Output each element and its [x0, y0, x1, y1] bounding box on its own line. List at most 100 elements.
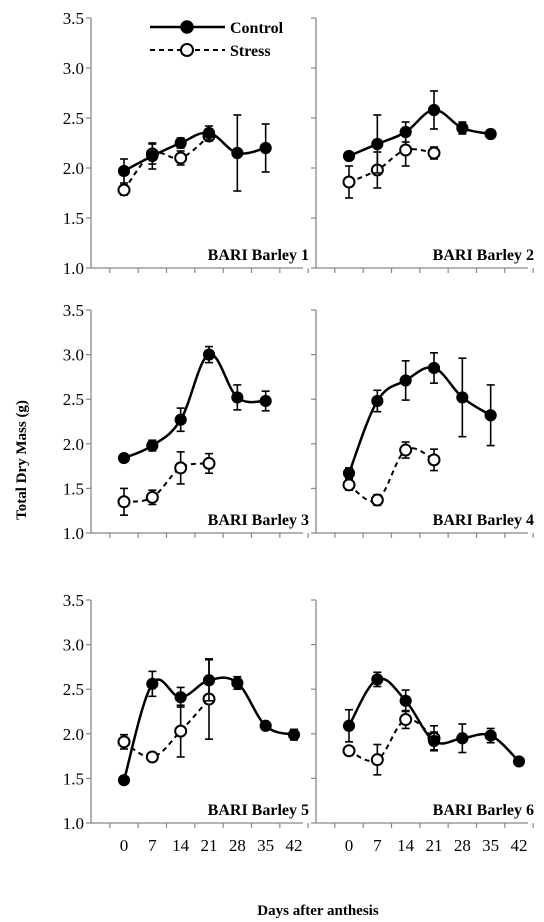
series-stress	[117, 129, 216, 197]
series-line	[123, 131, 266, 173]
data-point	[484, 127, 497, 141]
y-tick-label: 2.5	[63, 390, 84, 409]
data-point	[427, 103, 441, 117]
data-point	[259, 141, 272, 155]
data-point	[174, 151, 188, 165]
data-point	[399, 125, 412, 139]
y-tick-label: 3.5	[63, 591, 84, 610]
data-point	[512, 755, 526, 768]
data-point	[231, 676, 244, 690]
legend-label-control: Control	[230, 20, 284, 37]
y-axis-title: Total Dry Mass (g)	[14, 400, 30, 520]
panel-title: BARI Barley 4	[433, 512, 534, 529]
legend-label-stress: Stress	[230, 43, 271, 60]
series-control	[117, 658, 301, 787]
data-point	[370, 493, 384, 507]
legend-marker-stress	[180, 43, 194, 57]
series-line	[348, 148, 435, 183]
x-tick-label: 21	[426, 836, 443, 855]
data-point	[371, 137, 384, 151]
x-tick-label: 42	[511, 836, 528, 855]
data-point	[259, 394, 272, 408]
series-line	[348, 447, 435, 503]
series-line	[347, 366, 492, 474]
series-control	[117, 114, 272, 192]
series-control	[117, 345, 272, 465]
data-point	[202, 674, 216, 687]
panel-5: 1.0 1.5 2.0 2.5 3.0 3.5 0 7 14 21 28 35 42 BARI Barle…	[63, 591, 309, 855]
panel-4: BARI Barley 4	[311, 309, 534, 538]
data-point	[146, 149, 159, 163]
panel-title: BARI Barley 1	[208, 247, 309, 264]
data-point	[146, 677, 159, 690]
y-tick-label: 1.0	[63, 259, 84, 278]
x-tick-label: 42	[286, 836, 303, 855]
y-tick-label: 2.0	[63, 725, 84, 744]
series-stress	[117, 658, 216, 764]
panel-6: 0 7 14 21 28 35 42 BARI Barley 6	[311, 599, 534, 855]
y-tick-label: 3.5	[63, 9, 84, 28]
y-tick-label: 3.0	[63, 59, 84, 78]
data-point	[287, 728, 301, 741]
panels: 1.0 1.5 2.0 2.5 3.0 3.5 BARI Barley 1 BARI Barl…	[63, 9, 534, 855]
x-tick-label: 0	[120, 836, 129, 855]
panel-title: BARI Barley 3	[208, 512, 309, 529]
data-point	[484, 729, 497, 742]
y-tick-label: 3.5	[63, 301, 84, 320]
data-point	[342, 478, 356, 492]
data-point	[117, 451, 131, 465]
panel-2: BARI Barley 2	[311, 17, 534, 273]
data-point	[117, 495, 131, 509]
x-tick-label: 28	[454, 836, 471, 855]
panel-title: BARI Barley 2	[433, 247, 534, 264]
data-point	[399, 443, 413, 457]
x-tick-label: 14	[172, 836, 190, 855]
data-point	[456, 391, 469, 404]
series-line	[123, 135, 210, 191]
data-point	[399, 143, 413, 157]
y-tick-label: 1.5	[63, 209, 84, 228]
data-point	[202, 348, 216, 361]
x-tick-label: 28	[229, 836, 246, 855]
data-point	[146, 439, 159, 452]
data-point	[174, 691, 187, 704]
data-point	[427, 361, 441, 375]
x-axis-title: Days after anthesis	[257, 903, 379, 919]
legend: Control Stress	[150, 20, 284, 60]
data-point	[456, 732, 469, 745]
x-tick-label: 21	[201, 836, 218, 855]
data-point	[342, 149, 356, 163]
y-tick-label: 2.0	[63, 159, 84, 178]
data-point	[174, 461, 188, 475]
data-point	[174, 136, 187, 150]
data-point	[427, 453, 441, 467]
data-point	[342, 467, 356, 480]
data-point	[370, 753, 384, 767]
x-tick-label: 35	[257, 836, 274, 855]
y-tick-label: 3.0	[63, 636, 84, 655]
legend-marker-control	[180, 20, 194, 34]
data-point	[117, 164, 131, 178]
data-point	[231, 391, 244, 404]
y-tick-label: 1.0	[63, 524, 84, 543]
data-point	[117, 774, 131, 787]
series-line	[123, 353, 266, 460]
series-line	[123, 462, 210, 503]
series-control	[342, 90, 497, 174]
series-stress	[342, 133, 441, 199]
data-point	[145, 490, 159, 504]
y-tick-label: 3.0	[63, 346, 84, 365]
data-point	[484, 409, 497, 422]
data-point	[371, 394, 384, 408]
data-point	[456, 121, 469, 135]
data-point	[342, 719, 356, 732]
data-point	[174, 724, 188, 738]
data-point	[399, 713, 413, 727]
series-stress	[342, 709, 441, 776]
data-point	[202, 456, 216, 470]
x-tick-label: 14	[397, 836, 415, 855]
panel-3: 1.0 1.5 2.0 2.5 3.0 3.5 BARI Barley 3	[63, 301, 309, 543]
y-tick-label: 1.5	[63, 769, 84, 788]
series-line	[348, 108, 491, 158]
data-point	[145, 750, 159, 764]
